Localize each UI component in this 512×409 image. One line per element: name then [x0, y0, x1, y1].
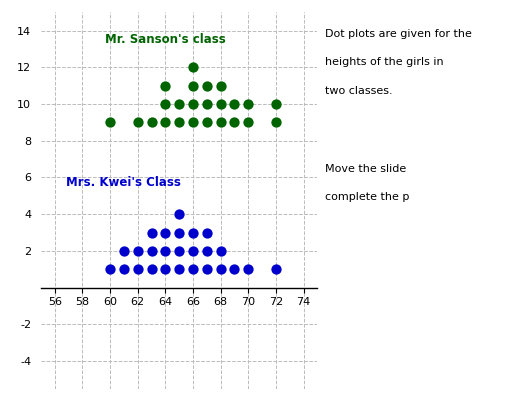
Point: [217, 83, 225, 89]
Point: [203, 247, 211, 254]
Point: [161, 101, 169, 107]
Point: [175, 211, 183, 218]
Point: [189, 229, 197, 236]
Point: [272, 266, 280, 272]
Point: [203, 266, 211, 272]
Point: [244, 119, 252, 126]
Text: heights of the girls in: heights of the girls in: [325, 57, 444, 67]
Point: [161, 119, 169, 126]
Point: [161, 247, 169, 254]
Text: complete the p: complete the p: [325, 192, 410, 202]
Point: [106, 119, 114, 126]
Point: [189, 64, 197, 71]
Point: [203, 119, 211, 126]
Point: [147, 266, 156, 272]
Point: [272, 119, 280, 126]
Text: two classes.: two classes.: [325, 86, 393, 96]
Point: [217, 247, 225, 254]
Point: [175, 266, 183, 272]
Point: [120, 266, 128, 272]
Point: [134, 266, 142, 272]
Point: [175, 229, 183, 236]
Point: [217, 119, 225, 126]
Text: Mrs. Kwei's Class: Mrs. Kwei's Class: [67, 176, 181, 189]
Point: [189, 266, 197, 272]
Text: Mr. Sanson's class: Mr. Sanson's class: [105, 33, 226, 46]
Point: [203, 83, 211, 89]
Point: [272, 101, 280, 107]
Point: [134, 247, 142, 254]
Point: [244, 101, 252, 107]
Point: [161, 83, 169, 89]
Point: [217, 101, 225, 107]
Point: [189, 83, 197, 89]
Point: [147, 119, 156, 126]
Point: [230, 266, 239, 272]
Point: [147, 229, 156, 236]
Point: [203, 229, 211, 236]
Point: [161, 266, 169, 272]
Point: [244, 266, 252, 272]
Point: [134, 119, 142, 126]
Text: Move the slide: Move the slide: [325, 164, 407, 173]
Point: [161, 229, 169, 236]
Point: [189, 101, 197, 107]
Point: [189, 119, 197, 126]
Point: [175, 101, 183, 107]
Point: [147, 247, 156, 254]
Point: [120, 247, 128, 254]
Point: [189, 247, 197, 254]
Point: [230, 101, 239, 107]
Point: [175, 119, 183, 126]
Text: Dot plots are given for the: Dot plots are given for the: [325, 29, 472, 38]
Point: [217, 266, 225, 272]
Point: [230, 119, 239, 126]
Point: [175, 247, 183, 254]
Point: [203, 101, 211, 107]
Point: [106, 266, 114, 272]
